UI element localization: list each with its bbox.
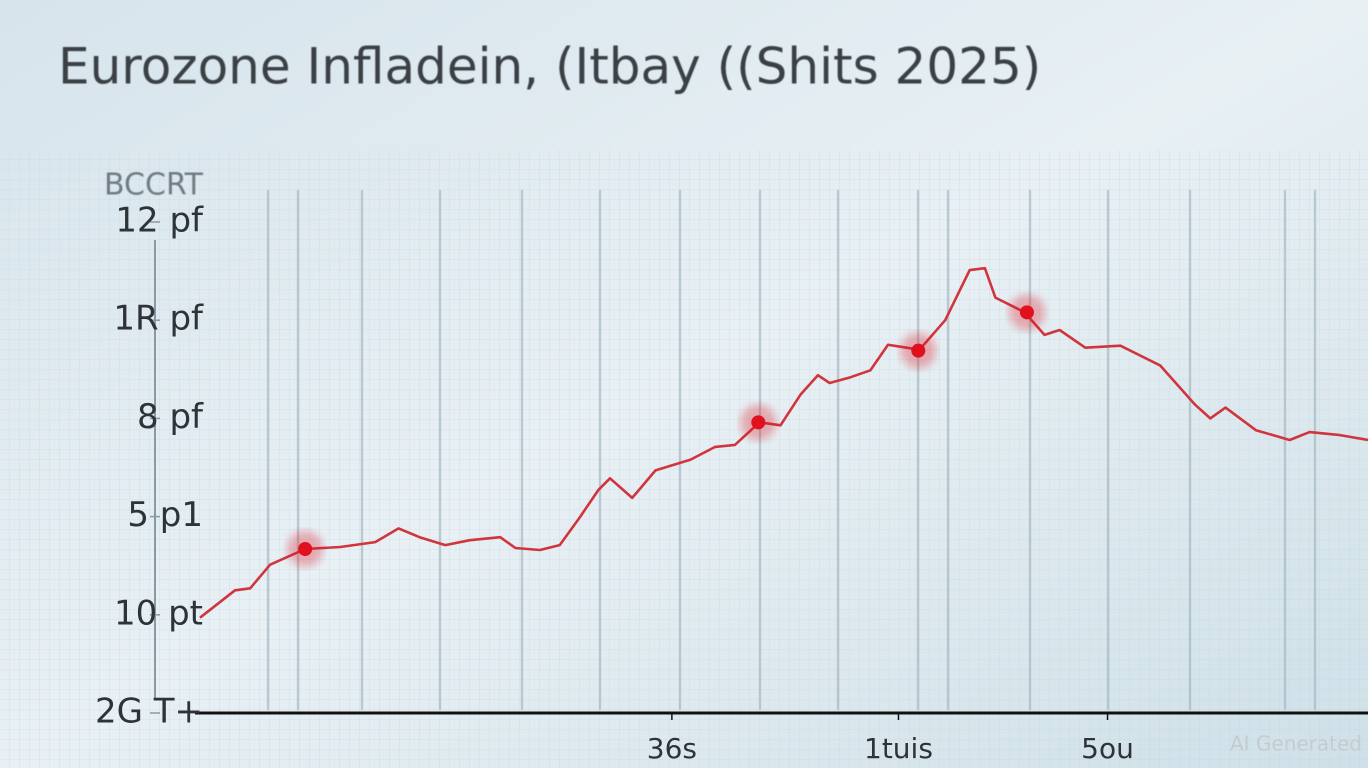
highlight-point bbox=[751, 415, 766, 430]
series-line bbox=[199, 266, 1368, 619]
highlight-point bbox=[911, 343, 926, 358]
highlight-point bbox=[1019, 305, 1034, 320]
highlight-point bbox=[298, 542, 313, 557]
minor-grid bbox=[0, 150, 1368, 768]
watermark: AI Generated bbox=[1230, 732, 1362, 756]
y-tick-label: 1R pf bbox=[113, 299, 204, 339]
x-tick-label: 5ou bbox=[1081, 732, 1134, 765]
chart-title: Eurozone Infladein, (Itbay ((Shits 2025) bbox=[58, 38, 1041, 96]
x-tick-label: 1tuis bbox=[864, 732, 933, 765]
y-tick-label: 5 p1 bbox=[127, 495, 203, 535]
y-axis-label: BCCRT bbox=[104, 168, 204, 203]
x-tick-label: 36s bbox=[647, 732, 697, 765]
y-tick-label: 2G T+ bbox=[95, 692, 203, 732]
y-tick-label: 12 pf bbox=[115, 201, 204, 241]
y-tick-label: 8 pf bbox=[137, 397, 204, 437]
y-tick-label: 10 pt bbox=[114, 593, 203, 633]
vertical-grid bbox=[267, 190, 1316, 710]
